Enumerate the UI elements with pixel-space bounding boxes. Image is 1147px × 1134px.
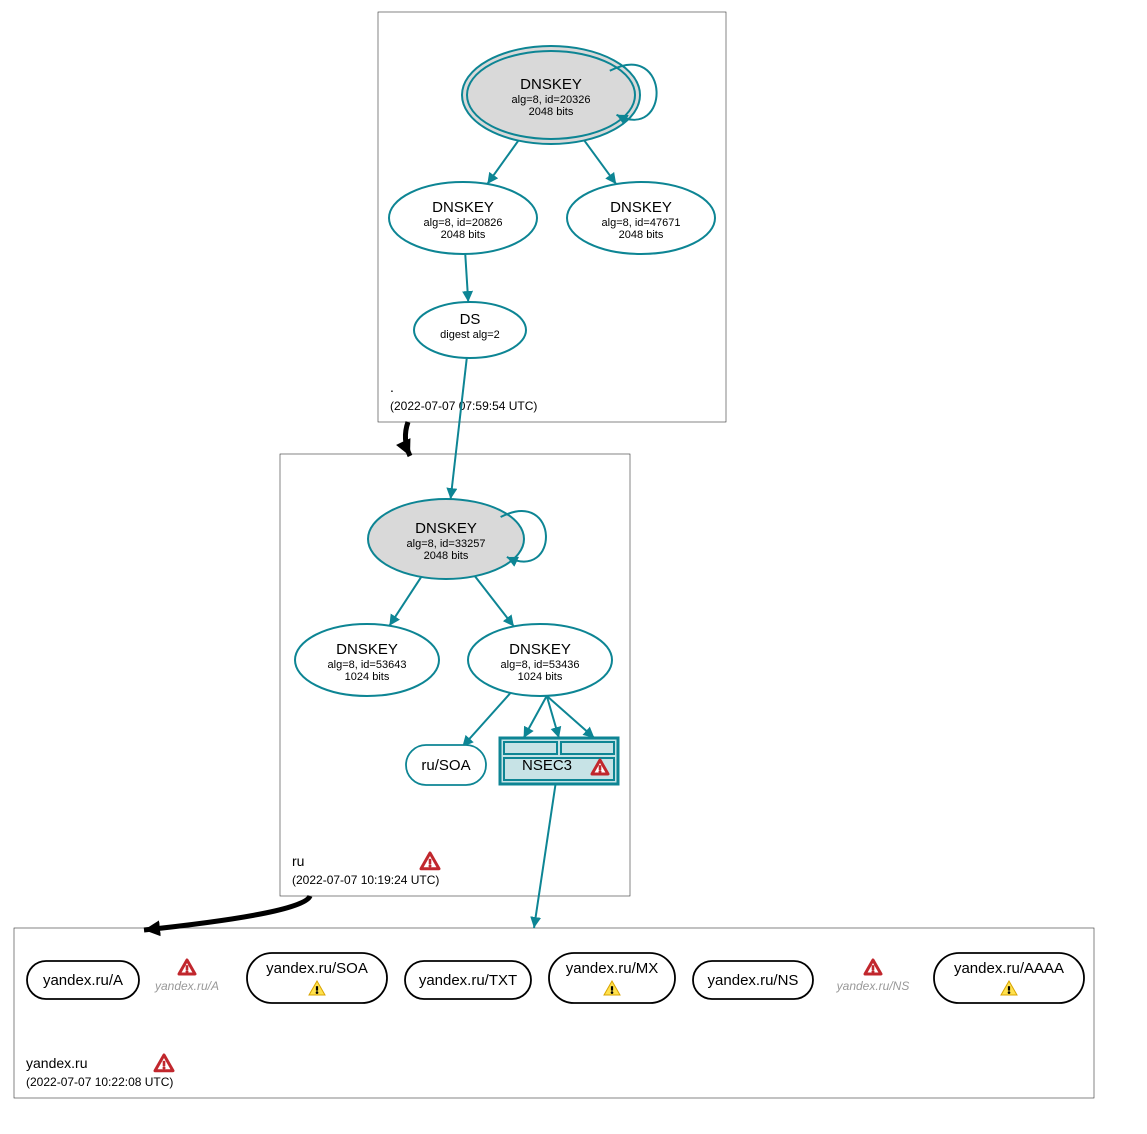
node-ru_zsk1: DNSKEYalg=8, id=536431024 bits xyxy=(295,624,439,696)
svg-text:2048 bits: 2048 bits xyxy=(424,550,469,562)
node-y_soa: yandex.ru/SOA xyxy=(247,953,387,1003)
zone-delegation-arrow xyxy=(405,422,410,456)
node-title: DNSKEY xyxy=(610,199,672,216)
svg-text:2048 bits: 2048 bits xyxy=(619,229,664,241)
node-title: DS xyxy=(460,311,481,328)
zone-label: yandex.ru xyxy=(26,1055,87,1071)
zone-timestamp: (2022-07-07 07:59:54 UTC) xyxy=(390,399,537,413)
node-y_txt: yandex.ru/TXT xyxy=(405,961,531,999)
svg-text:alg=8, id=47671: alg=8, id=47671 xyxy=(602,217,681,229)
node-title: DNSKEY xyxy=(520,76,582,93)
svg-text:yandex.ru/NS: yandex.ru/NS xyxy=(836,979,910,993)
svg-text:1024 bits: 1024 bits xyxy=(345,671,390,683)
svg-text:yandex.ru/TXT: yandex.ru/TXT xyxy=(419,972,517,989)
node-title: DNSKEY xyxy=(509,641,571,658)
node-y_a: yandex.ru/A xyxy=(27,961,139,999)
node-title: DNSKEY xyxy=(432,199,494,216)
svg-text:yandex.ru/AAAA: yandex.ru/AAAA xyxy=(954,960,1064,977)
svg-text:yandex.ru/A: yandex.ru/A xyxy=(43,972,123,989)
node-ru_nsec3: NSEC3 xyxy=(500,738,618,784)
zone-delegation-arrow xyxy=(144,896,310,930)
node-root_ds: DSdigest alg=2 xyxy=(414,302,526,358)
zone-label: ru xyxy=(292,853,304,869)
svg-text:yandex.ru/SOA: yandex.ru/SOA xyxy=(266,960,368,977)
svg-text:alg=8, id=53436: alg=8, id=53436 xyxy=(501,659,580,671)
svg-text:yandex.ru/NS: yandex.ru/NS xyxy=(708,972,799,989)
zone-timestamp: (2022-07-07 10:19:24 UTC) xyxy=(292,873,439,887)
node-y_aaaa: yandex.ru/AAAA xyxy=(934,953,1084,1003)
svg-text:yandex.ru/MX: yandex.ru/MX xyxy=(566,960,659,977)
svg-text:1024 bits: 1024 bits xyxy=(518,671,563,683)
zone-label: . xyxy=(390,379,394,395)
node-y_ns: yandex.ru/NS xyxy=(693,961,813,999)
svg-text:2048 bits: 2048 bits xyxy=(529,106,574,118)
svg-text:alg=8, id=53643: alg=8, id=53643 xyxy=(328,659,407,671)
svg-text:alg=8, id=20826: alg=8, id=20826 xyxy=(424,217,503,229)
zones-layer: . (2022-07-07 07:59:54 UTC) ru (2022-07-07 … xyxy=(14,12,1094,1098)
svg-text:ru/SOA: ru/SOA xyxy=(421,757,470,774)
svg-text:digest alg=2: digest alg=2 xyxy=(440,329,500,341)
node-y_mx: yandex.ru/MX xyxy=(549,953,675,1003)
node-title: DNSKEY xyxy=(415,520,477,537)
zone-timestamp: (2022-07-07 10:22:08 UTC) xyxy=(26,1075,173,1089)
svg-text:NSEC3: NSEC3 xyxy=(522,757,572,774)
node-title: DNSKEY xyxy=(336,641,398,658)
svg-text:yandex.ru/A: yandex.ru/A xyxy=(154,979,219,993)
node-root_zsk1: DNSKEYalg=8, id=208262048 bits xyxy=(389,182,537,254)
svg-text:2048 bits: 2048 bits xyxy=(441,229,486,241)
node-root_zsk2: DNSKEYalg=8, id=476712048 bits xyxy=(567,182,715,254)
node-ru_soa: ru/SOA xyxy=(406,745,486,785)
zone-yandex: yandex.ru (2022-07-07 10:22:08 UTC) xyxy=(14,928,1094,1098)
svg-text:alg=8, id=20326: alg=8, id=20326 xyxy=(512,94,591,106)
svg-text:alg=8, id=33257: alg=8, id=33257 xyxy=(407,538,486,550)
node-ru_zsk2: DNSKEYalg=8, id=534361024 bits xyxy=(468,624,612,696)
